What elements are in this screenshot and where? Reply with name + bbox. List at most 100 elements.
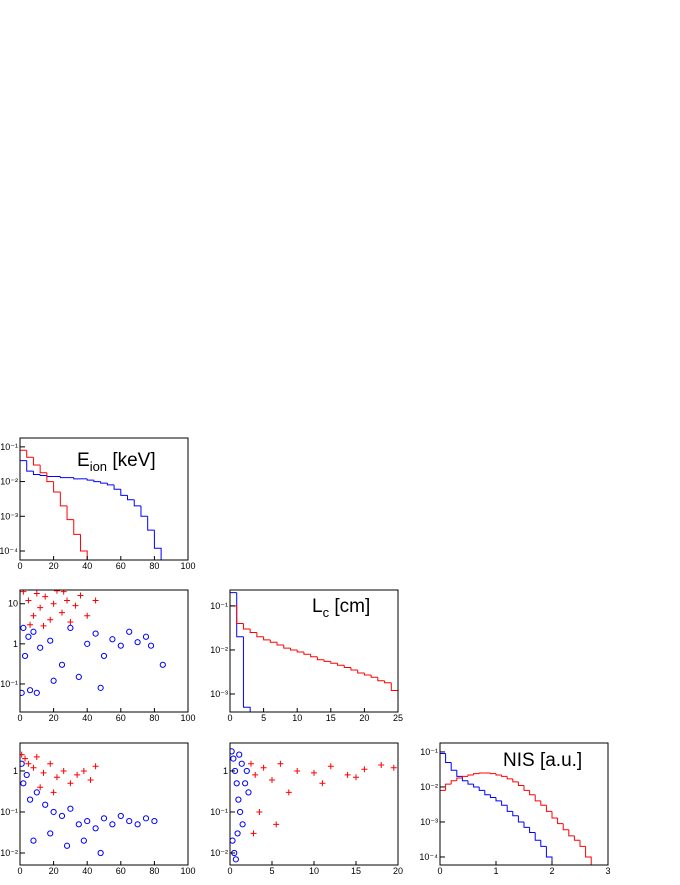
y-tick-label: 10⁻¹ (0, 679, 18, 689)
histogram-bin (289, 648, 298, 651)
y-tick-label: 10⁻³ (0, 511, 18, 521)
scatter-point (151, 817, 158, 825)
histogram-bin (39, 474, 47, 476)
x-tick-label: 0 (17, 561, 22, 571)
scatter-point (109, 821, 116, 828)
histogram-bin (59, 476, 68, 479)
scatter-point (97, 684, 104, 691)
histogram-bin (276, 642, 284, 646)
scatter-point (59, 609, 65, 616)
scatter-point (361, 766, 368, 773)
scatter-point (30, 628, 37, 635)
scatter-point (100, 815, 108, 822)
scatter-point (243, 767, 250, 775)
y-tick-label: 10⁻¹ (420, 747, 438, 757)
scatter-point (84, 817, 91, 825)
histogram-bin (32, 457, 41, 466)
histogram-bin (529, 827, 536, 834)
scatter-point (25, 597, 32, 604)
panel: 0 20 40 60 80 100 10⁻¹ 1 10 (0, 589, 196, 723)
scatter-point (311, 769, 317, 776)
x-tick-label: 80 (149, 561, 159, 571)
scatter-point (25, 760, 32, 767)
title-main: L (312, 596, 323, 617)
histogram-bin (523, 785, 530, 791)
scatter-point (353, 774, 359, 781)
histogram-bin (461, 776, 468, 782)
scatter-point (80, 837, 87, 844)
histogram-bin (236, 592, 244, 638)
histogram-bin (86, 478, 94, 481)
histogram-bin (540, 800, 547, 806)
scatter-point (230, 837, 236, 844)
histogram-bin (440, 753, 446, 865)
x-tick-label: 20 (49, 866, 59, 876)
histogram-bin (53, 481, 61, 493)
scatter-point (344, 771, 351, 778)
scatter-point (40, 622, 47, 629)
histogram-bin (39, 465, 47, 474)
histogram-bin (230, 592, 237, 712)
x-tick-label: 1 (493, 866, 498, 876)
histogram-bin (390, 682, 398, 712)
scatter-point (26, 796, 34, 803)
scatter-point (100, 652, 108, 660)
x-tick-label: 0 (227, 713, 232, 723)
scatter-point (319, 780, 326, 787)
scatter-point (20, 760, 25, 767)
x-tick-label: 40 (82, 866, 92, 876)
histogram-bin (236, 605, 244, 624)
histogram-bin (506, 776, 513, 780)
scatter-point (109, 636, 116, 643)
histogram-bin (534, 832, 541, 841)
histogram-bin (106, 483, 115, 486)
scatter-point (58, 812, 66, 820)
frame (229, 589, 399, 713)
histogram-bin (579, 840, 586, 847)
scatter-point (248, 760, 254, 767)
scatter-point (147, 642, 155, 649)
histogram-bin (26, 450, 34, 458)
scatter-point (67, 805, 74, 812)
histogram-bin (343, 665, 351, 668)
scatter-point (242, 780, 249, 787)
scatter-point (236, 808, 244, 816)
x-tick-label: 60 (116, 561, 126, 571)
x-tick-label: 0 (17, 713, 22, 723)
x-tick-label: 40 (82, 713, 92, 723)
scatter-point (126, 628, 133, 635)
scatter-point (92, 597, 99, 604)
scatter-point (92, 825, 99, 832)
frame (439, 742, 609, 866)
histogram-bin (357, 670, 365, 674)
scatter-point (58, 661, 66, 668)
scatter-point (245, 789, 252, 796)
scatter-point (47, 830, 54, 837)
histogram-bin (473, 773, 480, 775)
histogram-bin (79, 534, 88, 560)
histogram-bin (46, 475, 54, 477)
histogram-bin (456, 777, 463, 781)
histogram-bin (512, 778, 519, 783)
histogram-bin (495, 797, 502, 802)
y-tick-label: 1 (13, 639, 18, 649)
plot-area (20, 751, 158, 857)
histogram-bin (370, 674, 378, 678)
histogram-bin (32, 471, 41, 475)
histogram-bin (456, 770, 463, 777)
y-tick-label: 10⁻⁴ (419, 852, 438, 862)
scatter-point (269, 777, 275, 784)
histogram-bin (585, 846, 592, 865)
scatter-point (33, 689, 40, 696)
histogram-bin (113, 484, 121, 490)
x-tick-label: 2 (549, 866, 554, 876)
frame (19, 742, 189, 866)
x-tick-label: 60 (116, 713, 126, 723)
x-tick-label: 0 (17, 866, 22, 876)
plot-area (20, 449, 162, 560)
scatter-point (97, 849, 104, 857)
histogram-bin (501, 800, 508, 806)
y-tick-label: 10 (8, 599, 18, 609)
histogram-bin (478, 772, 485, 774)
y-tick-label: 1 (13, 766, 18, 776)
